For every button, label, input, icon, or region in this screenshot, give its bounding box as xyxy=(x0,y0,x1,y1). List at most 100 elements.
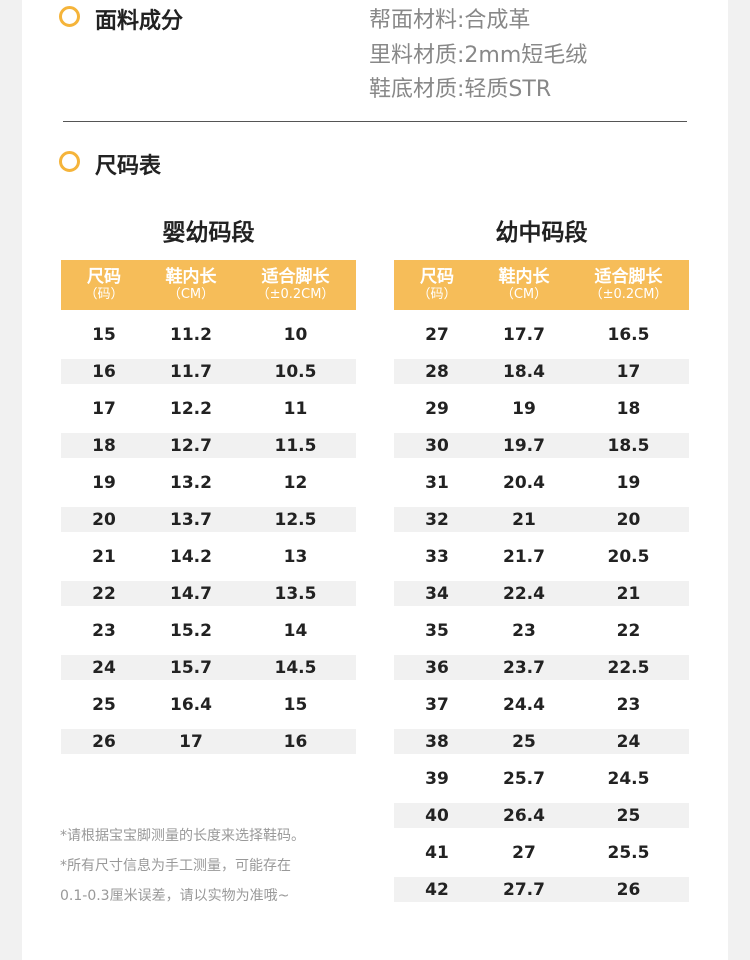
foot-length-cell: 26 xyxy=(616,879,641,900)
foot-length-cell: 11 xyxy=(283,398,308,419)
materials-heading: 面料成分 xyxy=(95,9,184,34)
table-row: 15 11.2 10 xyxy=(61,322,356,347)
foot-length-cell: 11.5 xyxy=(274,435,317,456)
header-foot-length: 适合脚长 （±0.2CM） xyxy=(568,260,689,310)
header-foot-length: 适合脚长 （±0.2CM） xyxy=(235,260,356,310)
table-row: 17 12.2 11 xyxy=(61,396,356,421)
foot-length-cell: 13.5 xyxy=(274,583,317,604)
table-row: 23 15.2 14 xyxy=(61,618,356,643)
table-row: 42 27.7 26 xyxy=(394,877,689,902)
table-row: 20 13.7 12.5 xyxy=(61,507,356,532)
size-cell: 30 xyxy=(425,435,449,456)
note-line: 0.1-0.3厘米误差，请以实物为准哦~ xyxy=(60,888,290,904)
material-sole: 鞋底材质:轻质STR xyxy=(369,77,552,102)
foot-length-cell: 22 xyxy=(616,620,641,641)
inner-length-cell: 11.7 xyxy=(170,361,212,382)
header-size: 尺码 （码） xyxy=(61,260,147,310)
table-row: 33 21.7 20.5 xyxy=(394,544,689,569)
size-cell: 21 xyxy=(92,546,116,567)
table-row: 25 16.4 15 xyxy=(61,692,356,717)
size-cell: 38 xyxy=(425,731,449,752)
inner-length-cell: 14.2 xyxy=(170,546,212,567)
kids-table-header: 尺码 （码） 鞋内长 （CM） 适合脚长 （±0.2CM） xyxy=(394,260,689,310)
foot-length-cell: 10 xyxy=(283,324,308,345)
inner-length-cell: 16.4 xyxy=(170,694,212,715)
header-inner-length: 鞋内长 （CM） xyxy=(147,260,235,310)
size-cell: 28 xyxy=(425,361,449,382)
foot-length-cell: 25.5 xyxy=(607,842,650,863)
size-cell: 37 xyxy=(425,694,449,715)
inner-length-cell: 17.7 xyxy=(503,324,545,345)
inner-length-cell: 25.7 xyxy=(503,768,545,789)
note-line: *所有尺寸信息为手工测量，可能存在 xyxy=(60,858,291,874)
foot-length-cell: 14 xyxy=(283,620,308,641)
size-cell: 15 xyxy=(92,324,116,345)
kids-table-title: 幼中码段 xyxy=(495,220,588,246)
table-row: 16 11.7 10.5 xyxy=(61,359,356,384)
size-cell: 35 xyxy=(425,620,449,641)
foot-length-cell: 20 xyxy=(616,509,641,530)
material-lining: 里料材质:2mm短毛绒 xyxy=(369,43,588,68)
header-foot-length-label: 适合脚长 xyxy=(261,267,330,287)
foot-length-cell: 22.5 xyxy=(607,657,650,678)
table-row: 30 19.7 18.5 xyxy=(394,433,689,458)
size-cell: 20 xyxy=(92,509,116,530)
size-cell: 40 xyxy=(425,805,449,826)
inner-length-cell: 26.4 xyxy=(503,805,545,826)
table-row: 38 25 24 xyxy=(394,729,689,754)
foot-length-cell: 13 xyxy=(283,546,308,567)
table-row: 40 26.4 25 xyxy=(394,803,689,828)
inner-length-cell: 23 xyxy=(512,620,536,641)
foot-length-cell: 18 xyxy=(616,398,641,419)
header-inner-length: 鞋内长 （CM） xyxy=(480,260,568,310)
table-row: 22 14.7 13.5 xyxy=(61,581,356,606)
inner-length-cell: 18.4 xyxy=(503,361,545,382)
header-foot-length-label: 适合脚长 xyxy=(594,267,663,287)
inner-length-cell: 13.7 xyxy=(170,509,212,530)
table-row: 39 25.7 24.5 xyxy=(394,766,689,791)
inner-length-cell: 27 xyxy=(512,842,536,863)
inner-length-cell: 15.7 xyxy=(170,657,212,678)
header-foot-length-unit: （±0.2CM） xyxy=(256,287,335,302)
size-chart-heading: 尺码表 xyxy=(95,154,162,179)
inner-length-cell: 22.4 xyxy=(503,583,545,604)
inner-length-cell: 19.7 xyxy=(503,435,545,456)
header-inner-length-label: 鞋内长 xyxy=(165,267,217,287)
foot-length-cell: 24.5 xyxy=(607,768,650,789)
foot-length-cell: 20.5 xyxy=(607,546,650,567)
foot-length-cell: 15 xyxy=(283,694,308,715)
foot-length-cell: 16.5 xyxy=(607,324,650,345)
table-row: 31 20.4 19 xyxy=(394,470,689,495)
table-row: 32 21 20 xyxy=(394,507,689,532)
header-foot-length-unit: （±0.2CM） xyxy=(589,287,668,302)
size-cell: 36 xyxy=(425,657,449,678)
size-cell: 33 xyxy=(425,546,449,567)
foot-length-cell: 12.5 xyxy=(274,509,317,530)
inner-length-cell: 13.2 xyxy=(170,472,212,493)
inner-length-cell: 19 xyxy=(512,398,536,419)
size-cell: 24 xyxy=(92,657,116,678)
table-row: 24 15.7 14.5 xyxy=(61,655,356,680)
foot-length-cell: 12 xyxy=(283,472,308,493)
inner-length-cell: 12.7 xyxy=(170,435,212,456)
foot-length-cell: 21 xyxy=(616,583,641,604)
table-row: 36 23.7 22.5 xyxy=(394,655,689,680)
inner-length-cell: 27.7 xyxy=(503,879,545,900)
section-ring-icon xyxy=(59,6,80,27)
header-size-unit: （码） xyxy=(84,287,124,302)
size-cell: 34 xyxy=(425,583,449,604)
infant-table-header: 尺码 （码） 鞋内长 （CM） 适合脚长 （±0.2CM） xyxy=(61,260,356,310)
infant-table-title: 婴幼码段 xyxy=(162,220,255,246)
header-inner-length-label: 鞋内长 xyxy=(498,267,550,287)
size-cell: 16 xyxy=(92,361,116,382)
table-row: 28 18.4 17 xyxy=(394,359,689,384)
inner-length-cell: 21.7 xyxy=(503,546,545,567)
table-row: 26 17 16 xyxy=(61,729,356,754)
inner-length-cell: 14.7 xyxy=(170,583,212,604)
note-line: *请根据宝宝脚测量的长度来选择鞋码。 xyxy=(60,828,305,844)
inner-length-cell: 21 xyxy=(512,509,536,530)
table-row: 19 13.2 12 xyxy=(61,470,356,495)
header-size-label: 尺码 xyxy=(420,267,454,287)
foot-length-cell: 18.5 xyxy=(607,435,650,456)
foot-length-cell: 16 xyxy=(283,731,308,752)
